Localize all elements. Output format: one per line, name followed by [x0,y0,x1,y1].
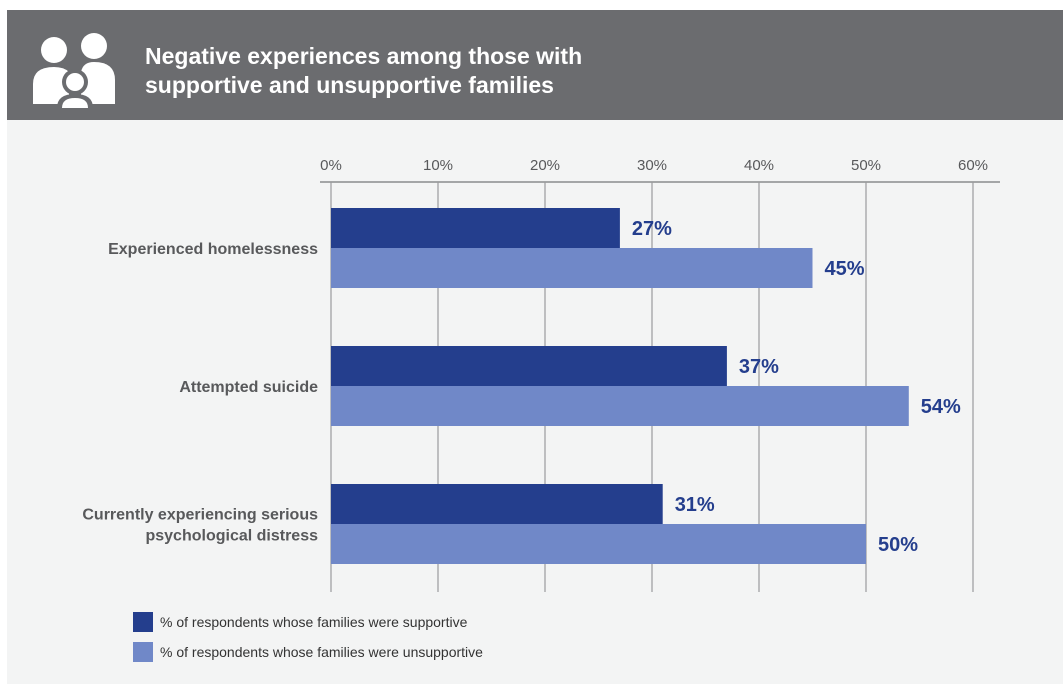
bar [331,248,813,288]
legend-swatch-supportive [133,612,153,632]
chart-card: Negative experiences among those with su… [7,10,1063,684]
bar [331,208,620,248]
x-tick-label: 20% [530,157,560,174]
data-label: 50% [878,534,918,556]
bar [331,346,727,386]
chart-title-line-2: supportive and unsupportive families [145,72,554,98]
x-tick-label: 10% [423,157,453,174]
bar [331,524,866,564]
category-label: Currently experiencing serious [82,507,318,524]
data-label: 37% [739,356,779,378]
x-tick-label: 0% [320,157,342,174]
chart-title-line-1: Negative experiences among those with [145,43,583,69]
chart-legend: % of respondents whose families were sup… [133,612,483,672]
x-tick-label: 60% [958,157,988,174]
legend-label-unsupportive: % of respondents whose families were uns… [160,644,483,660]
x-tick-label: 40% [744,157,774,174]
category-label: psychological distress [145,528,318,545]
chart-header: Negative experiences among those with su… [7,10,1063,120]
legend-item-unsupportive: % of respondents whose families were uns… [133,642,483,662]
legend-swatch-unsupportive [133,642,153,662]
data-label: 45% [825,258,865,280]
legend-label-supportive: % of respondents whose families were sup… [160,614,468,630]
bar [331,484,663,524]
family-icon [33,33,115,108]
x-tick-label: 50% [851,157,881,174]
x-tick-label: 30% [637,157,667,174]
chart-title: Negative experiences among those with su… [145,42,845,100]
legend-item-supportive: % of respondents whose families were sup… [133,612,483,632]
data-label: 27% [632,218,672,240]
category-label: Experienced homelessness [108,241,318,258]
category-label: Attempted suicide [179,379,318,396]
bar [331,386,909,426]
data-label: 31% [675,494,715,516]
data-label: 54% [921,396,961,418]
